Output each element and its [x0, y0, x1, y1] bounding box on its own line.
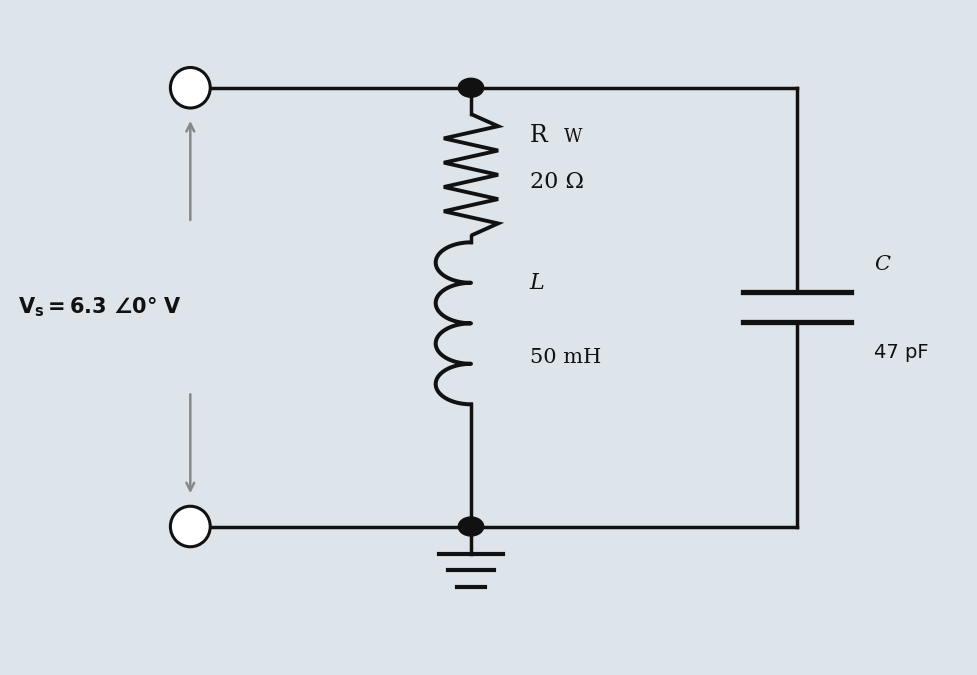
Text: $\mathbf{V_s = 6.3\ \angle 0°\ V}$: $\mathbf{V_s = 6.3\ \angle 0°\ V}$	[18, 296, 181, 319]
Circle shape	[458, 78, 484, 97]
Ellipse shape	[170, 506, 210, 547]
Circle shape	[458, 517, 484, 536]
Text: L: L	[530, 272, 544, 294]
Text: C: C	[873, 255, 889, 275]
Text: 47 pF: 47 pF	[873, 343, 927, 362]
Text: W: W	[564, 128, 582, 146]
Text: R: R	[530, 124, 547, 147]
Ellipse shape	[170, 68, 210, 108]
Text: 50 mH: 50 mH	[530, 348, 601, 367]
Text: 20 Ω: 20 Ω	[530, 171, 583, 194]
